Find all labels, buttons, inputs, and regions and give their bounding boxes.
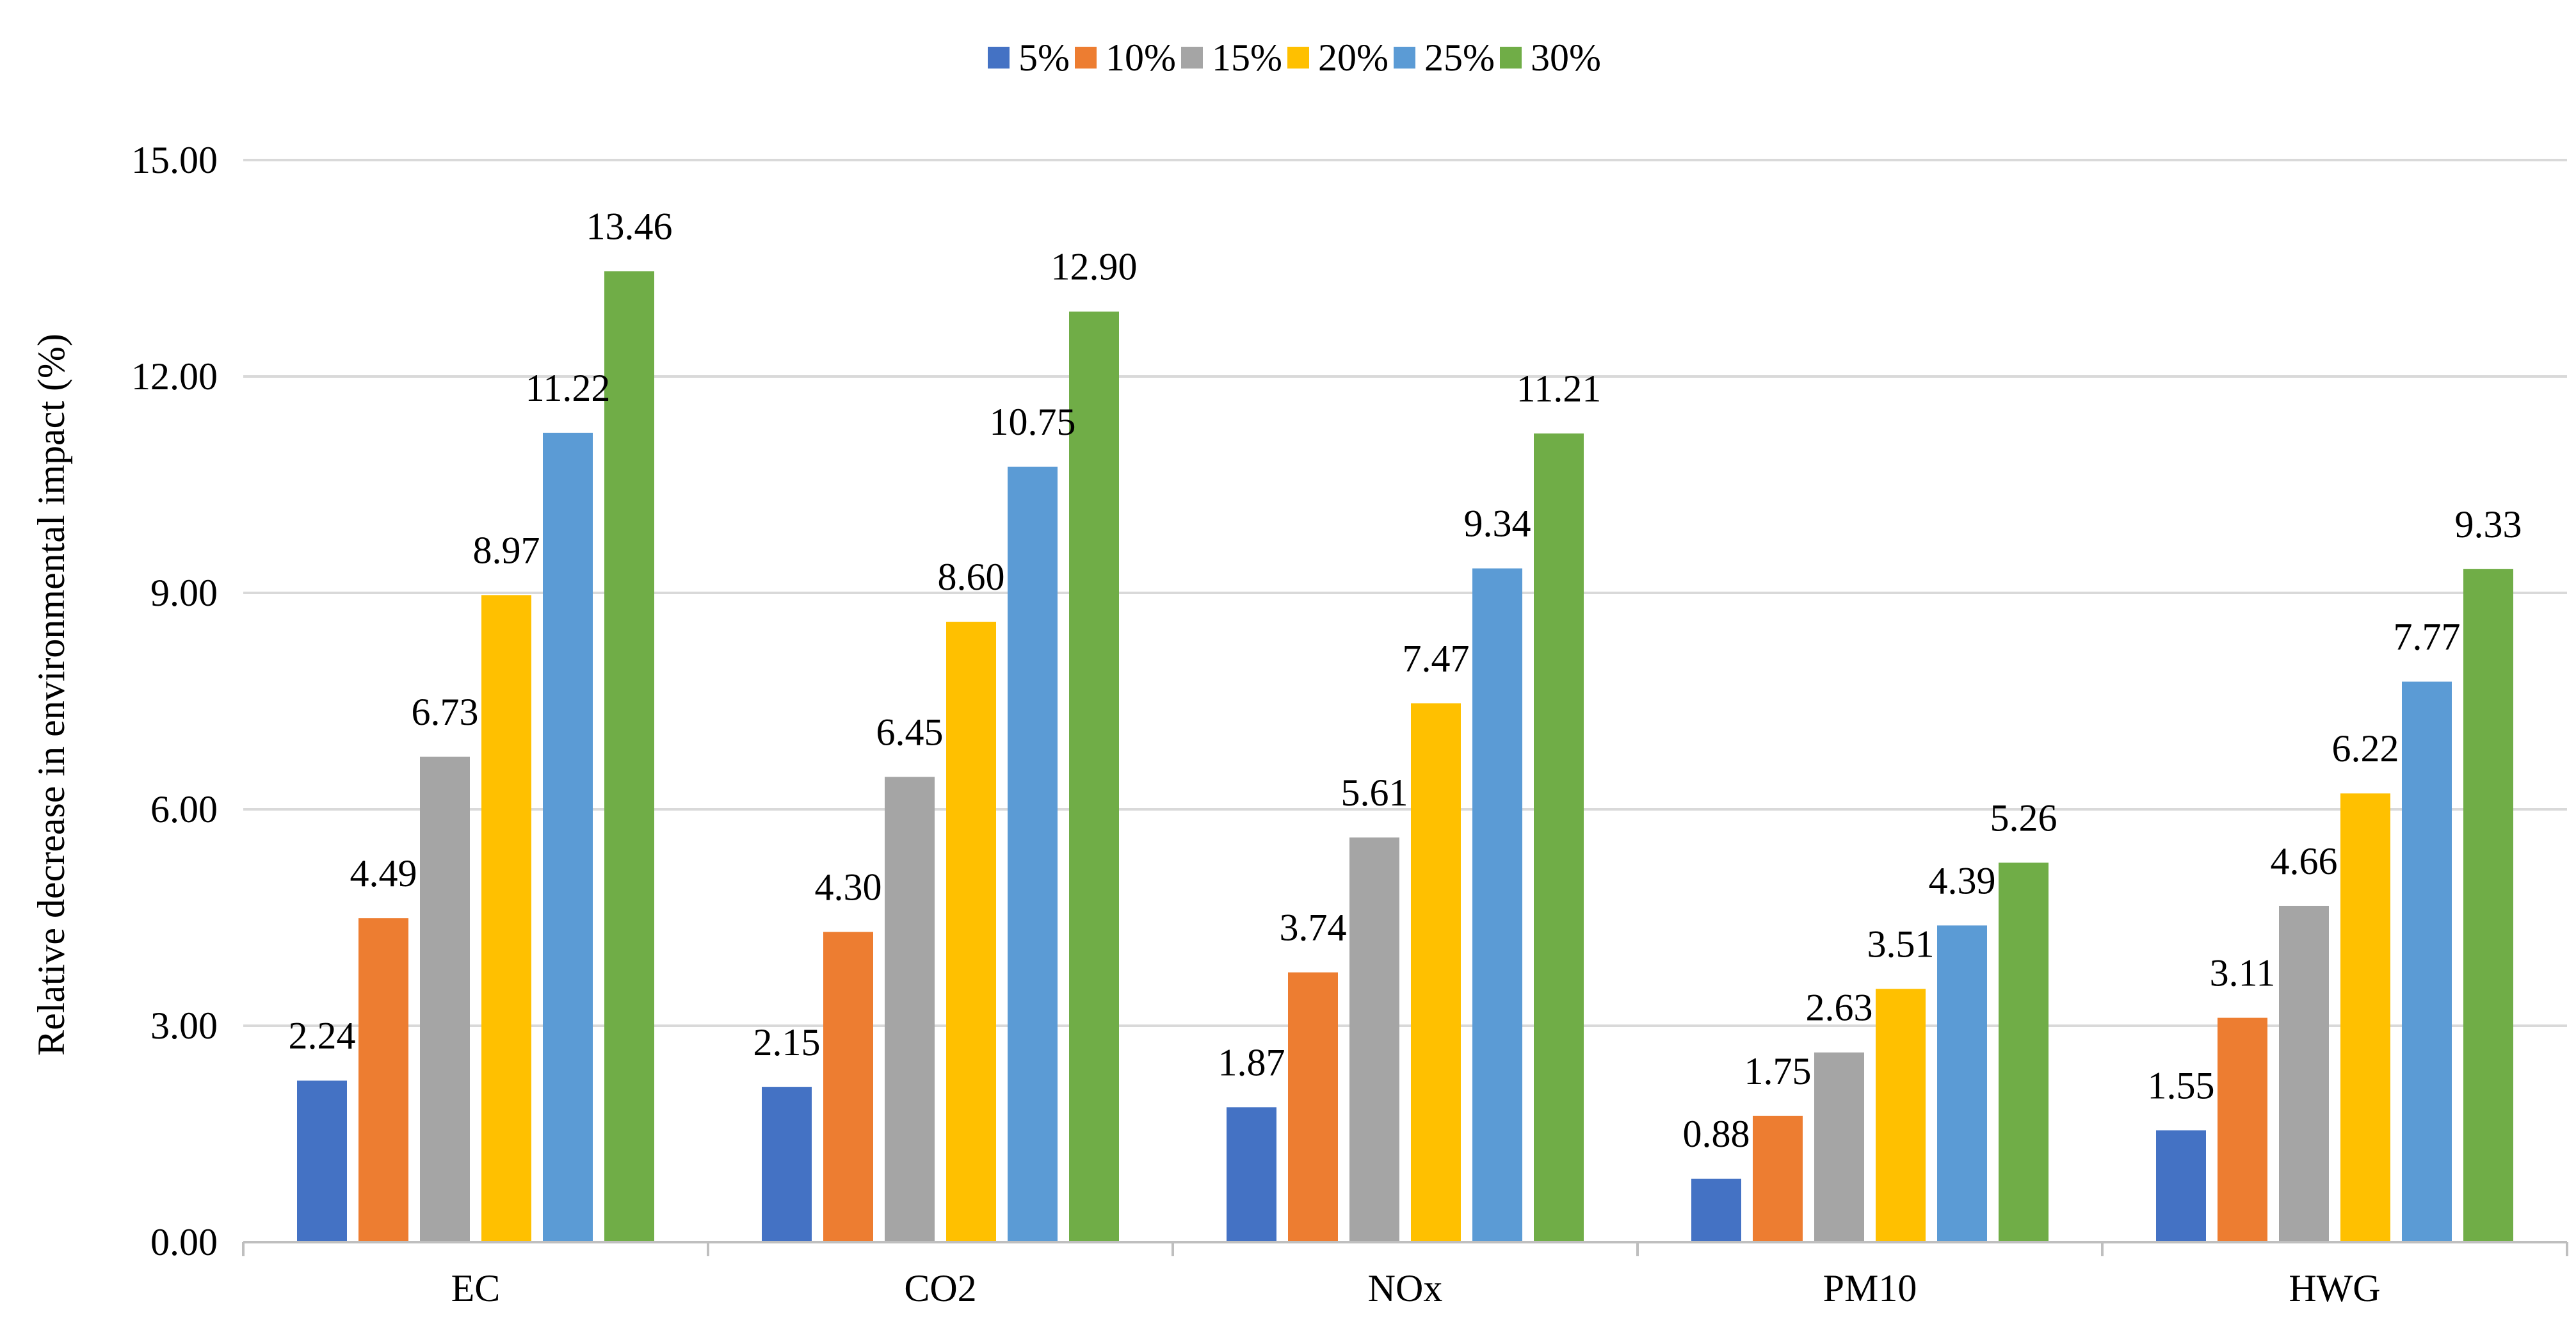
data-label: 8.60	[938, 556, 1005, 598]
bar	[2279, 905, 2329, 1242]
data-label: 0.88	[1683, 1113, 1750, 1155]
data-label: 7.77	[2394, 616, 2461, 658]
legend-swatch	[988, 47, 1010, 69]
bar	[2218, 1017, 2267, 1242]
data-label: 9.33	[2455, 503, 2522, 546]
data-label: 3.74	[1280, 907, 1347, 949]
legend-label: 15%	[1212, 36, 1282, 79]
y-tick-label: 3.00	[150, 1005, 218, 1047]
bar	[2156, 1130, 2206, 1242]
data-label: 3.11	[2210, 952, 2276, 994]
x-axis: EC CO2 NOx PM10 HWG	[242, 1241, 2568, 1309]
data-label: 5.61	[1341, 772, 1408, 814]
x-category-label: EC	[451, 1267, 501, 1309]
data-label: 11.21	[1517, 368, 1602, 410]
bar	[358, 918, 408, 1242]
legend-swatch	[1500, 47, 1522, 69]
data-label: 6.73	[412, 691, 479, 733]
data-label: 1.75	[1744, 1050, 1812, 1092]
bar	[1999, 862, 2049, 1242]
data-label: 12.90	[1051, 246, 1138, 288]
bar	[1008, 466, 1058, 1243]
bar	[481, 595, 531, 1242]
x-category-label: PM10	[1823, 1267, 1917, 1309]
bar	[1753, 1115, 1803, 1242]
y-tick-label: 12.00	[131, 355, 218, 398]
data-label: 8.97	[473, 529, 540, 571]
bar	[1227, 1107, 1276, 1242]
data-label: 4.30	[815, 866, 882, 909]
data-label: 1.87	[1218, 1041, 1285, 1083]
bar	[1814, 1052, 1864, 1242]
legend-label: 25%	[1424, 36, 1495, 79]
legend-label: 30%	[1531, 36, 1601, 79]
data-label: 3.51	[1867, 923, 1935, 966]
bar	[1349, 837, 1399, 1242]
legend-label: 20%	[1318, 36, 1389, 79]
x-category-label: HWG	[2289, 1267, 2380, 1309]
bar	[1937, 925, 1987, 1242]
y-tick-label: 0.00	[150, 1221, 218, 1263]
bar	[946, 622, 996, 1242]
bar	[1534, 433, 1584, 1243]
data-label: 2.24	[289, 1015, 356, 1057]
data-label: 6.45	[876, 711, 944, 753]
bar	[543, 432, 593, 1242]
bar	[762, 1087, 812, 1242]
data-label: 4.49	[350, 852, 417, 894]
legend-swatch	[1075, 47, 1097, 69]
data-label: 1.55	[2148, 1064, 2215, 1106]
y-tick-label: 6.00	[150, 788, 218, 830]
legend-swatch	[1394, 47, 1415, 69]
y-tick-label: 9.00	[150, 572, 218, 614]
bar	[420, 756, 470, 1242]
bar	[604, 271, 654, 1243]
bar	[1472, 568, 1522, 1242]
x-category-label: CO2	[904, 1267, 976, 1309]
data-label: 13.46	[586, 206, 673, 248]
data-label: 10.75	[990, 401, 1076, 443]
data-label: 4.39	[1929, 859, 1996, 902]
bar	[1691, 1178, 1741, 1242]
data-label: 11.22	[526, 367, 611, 409]
legend-swatch	[1181, 47, 1203, 69]
x-category-label: NOx	[1368, 1267, 1443, 1309]
legend-label: 5%	[1018, 36, 1070, 79]
legend-label: 10%	[1106, 36, 1176, 79]
bar	[297, 1080, 347, 1242]
bar	[823, 932, 873, 1242]
bars	[297, 271, 2513, 1243]
legend: 5% 10% 15% 20% 25% 30%	[988, 36, 1601, 79]
data-label: 9.34	[1464, 503, 1531, 545]
bar	[2463, 569, 2513, 1242]
data-label: 7.47	[1403, 637, 1470, 679]
bar	[1411, 703, 1461, 1242]
legend-swatch	[1287, 47, 1309, 69]
bar	[1288, 972, 1338, 1242]
bar	[1876, 989, 1926, 1242]
data-label: 2.15	[753, 1021, 821, 1064]
bar	[2340, 793, 2390, 1242]
data-labels: 2.24 2.15 1.87 0.88 1.55 4.49 4.30 3.74 1.75 3.11…	[289, 206, 2522, 1155]
data-label: 4.66	[2271, 840, 2338, 882]
data-label: 2.63	[1806, 987, 1873, 1029]
y-tick-label: 15.00	[131, 139, 218, 181]
bar	[2402, 681, 2452, 1242]
y-axis-title: Relative decrease in environmental impac…	[30, 334, 72, 1056]
data-label: 5.26	[1990, 797, 2057, 839]
bar	[1069, 311, 1119, 1243]
data-label: 6.22	[2332, 727, 2399, 770]
bar	[885, 777, 935, 1242]
y-axis-ticks: 0.00 3.00 6.00 9.00 12.00 15.00	[131, 139, 218, 1263]
